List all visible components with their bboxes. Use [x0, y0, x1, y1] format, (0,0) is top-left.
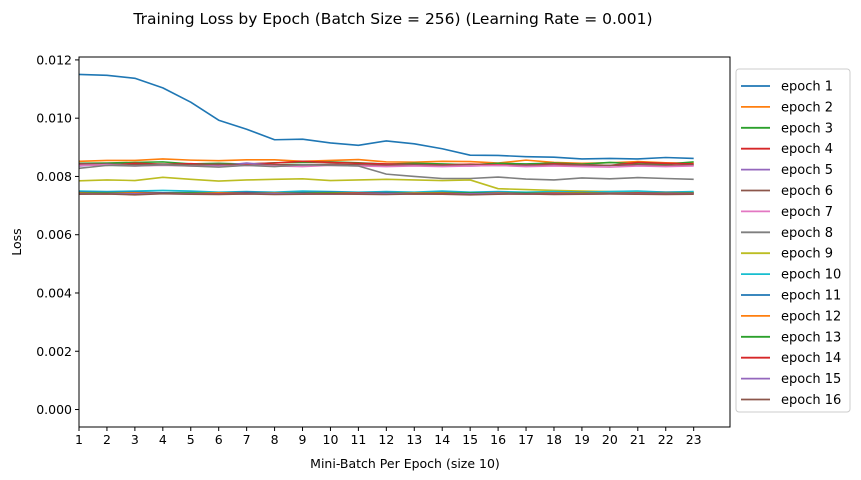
- x-tick-label: 6: [215, 432, 223, 447]
- x-tick-label: 23: [686, 432, 702, 447]
- x-tick-label: 18: [546, 432, 562, 447]
- y-tick-label: 0.010: [36, 111, 72, 126]
- x-tick-label: 3: [131, 432, 139, 447]
- y-axis-label: Loss: [9, 228, 24, 255]
- x-tick-label: 1: [75, 432, 83, 447]
- legend-label-epoch-11: epoch 11: [781, 289, 841, 304]
- legend-label-epoch-14: epoch 14: [781, 351, 841, 366]
- x-tick-label: 19: [574, 432, 590, 447]
- x-tick-label: 16: [490, 432, 506, 447]
- x-tick-label: 20: [602, 432, 618, 447]
- x-tick-label: 17: [518, 432, 534, 447]
- legend-label-epoch-5: epoch 5: [781, 163, 833, 178]
- x-tick-label: 13: [406, 432, 422, 447]
- x-tick-label: 8: [271, 432, 279, 447]
- legend-label-epoch-13: epoch 13: [781, 330, 841, 345]
- x-tick-label: 7: [243, 432, 251, 447]
- legend-label-epoch-6: epoch 6: [781, 184, 833, 199]
- chart-title: Training Loss by Epoch (Batch Size = 256…: [132, 10, 652, 28]
- x-axis-label: Mini-Batch Per Epoch (size 10): [310, 456, 500, 471]
- legend-label-epoch-4: epoch 4: [781, 142, 833, 157]
- y-tick-label: 0.004: [36, 285, 72, 300]
- x-tick-label: 15: [462, 432, 478, 447]
- x-tick-label: 22: [658, 432, 674, 447]
- y-tick-label: 0.008: [36, 169, 72, 184]
- y-tick-label: 0.012: [36, 52, 72, 67]
- legend-label-epoch-3: epoch 3: [781, 121, 833, 136]
- x-tick-label: 5: [187, 432, 195, 447]
- legend-label-epoch-2: epoch 2: [781, 100, 833, 115]
- x-tick-label: 2: [103, 432, 111, 447]
- x-tick-label: 4: [159, 432, 167, 447]
- x-tick-label: 14: [434, 432, 450, 447]
- x-tick-label: 10: [323, 432, 339, 447]
- legend-label-epoch-12: epoch 12: [781, 309, 841, 324]
- x-tick-label: 21: [630, 432, 646, 447]
- x-tick-label: 9: [299, 432, 307, 447]
- legend-label-epoch-16: epoch 16: [781, 393, 841, 408]
- legend-label-epoch-1: epoch 1: [781, 80, 833, 95]
- y-tick-label: 0.002: [36, 344, 72, 359]
- y-tick-label: 0.000: [36, 402, 72, 417]
- x-tick-label: 11: [350, 432, 366, 447]
- legend-label-epoch-15: epoch 15: [781, 372, 841, 387]
- x-tick-label: 12: [378, 432, 394, 447]
- legend-label-epoch-9: epoch 9: [781, 247, 833, 262]
- legend-label-epoch-7: epoch 7: [781, 205, 833, 220]
- legend-label-epoch-8: epoch 8: [781, 226, 833, 241]
- legend-label-epoch-10: epoch 10: [781, 268, 841, 283]
- legend: epoch 1 epoch 2 epoch 3 epoch 4 epoch 5 epoch…: [736, 69, 850, 412]
- y-tick-label: 0.006: [36, 227, 72, 242]
